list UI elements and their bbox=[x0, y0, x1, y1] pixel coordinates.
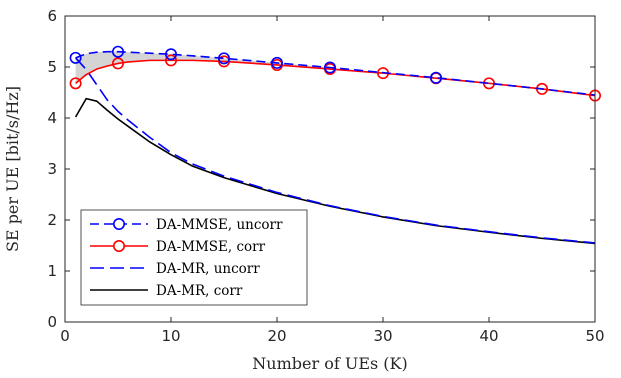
axis-ticks: 0 10 20 30 40 50 0 1 2 3 4 5 6 bbox=[47, 7, 604, 345]
y-tick-label-4: 4 bbox=[47, 109, 57, 127]
x-tick-label-50: 50 bbox=[585, 327, 604, 345]
y-tick-label-1: 1 bbox=[47, 262, 57, 280]
y-tick-label-2: 2 bbox=[47, 211, 57, 229]
series-layer bbox=[69, 45, 601, 245]
data-point-da-mmse-corr-k15 bbox=[218, 55, 231, 68]
shaded-region-layer bbox=[75, 51, 596, 96]
legend-label-da-mr-corr: DA-MR, corr bbox=[156, 283, 243, 299]
data-point-da-mmse-corr-k1 bbox=[69, 77, 82, 90]
data-point-da-mmse-uncorr-k10 bbox=[165, 48, 178, 61]
data-point-da-mmse-uncorr-k5 bbox=[112, 45, 125, 58]
legend-swatch-marker-da-mmse-uncorr bbox=[113, 218, 126, 231]
legend-label-da-mr-uncorr: DA-MR, uncorr bbox=[156, 261, 260, 277]
legend-swatch-marker-da-mmse-corr bbox=[113, 240, 126, 253]
data-point-da-mmse-uncorr-k15 bbox=[218, 52, 231, 65]
y-axis-label: SE per UE [bit/s/Hz] bbox=[3, 86, 22, 252]
legend-swatches bbox=[90, 218, 148, 291]
data-point-da-mmse-corr-k5 bbox=[112, 57, 125, 70]
y-tick-label-5: 5 bbox=[47, 58, 57, 76]
data-point-da-mmse-uncorr-k1 bbox=[69, 51, 82, 64]
x-tick-label-40: 40 bbox=[479, 327, 498, 345]
legend-label-da-mmse-uncorr: DA-MMSE, uncorr bbox=[156, 217, 283, 233]
data-point-da-mmse-uncorr-k25 bbox=[323, 61, 336, 74]
x-tick-label-0: 0 bbox=[60, 327, 70, 345]
series-line-da-mmse-uncorr bbox=[75, 50, 596, 96]
data-point-da-mmse-uncorr-k20 bbox=[270, 56, 283, 69]
series-line-da-mr-uncorr bbox=[75, 57, 596, 244]
x-tick-label-10: 10 bbox=[161, 327, 180, 345]
legend: DA-MMSE, uncorr DA-MMSE, corr DA-MR, unc… bbox=[80, 209, 308, 306]
data-point-da-mmse-uncorr-k35 bbox=[429, 71, 442, 84]
y-tick-label-3: 3 bbox=[47, 160, 57, 178]
legend-label-da-mmse-corr: DA-MMSE, corr bbox=[156, 239, 266, 255]
x-tick-label-30: 30 bbox=[373, 327, 392, 345]
x-axis-label: Number of UEs (K) bbox=[252, 354, 407, 373]
shaded-region bbox=[75, 51, 596, 96]
y-tick-label-6: 6 bbox=[47, 7, 57, 25]
data-point-da-mmse-corr-k10 bbox=[165, 54, 178, 67]
x-tick-label-20: 20 bbox=[267, 327, 286, 345]
y-tick-label-0: 0 bbox=[47, 313, 57, 331]
